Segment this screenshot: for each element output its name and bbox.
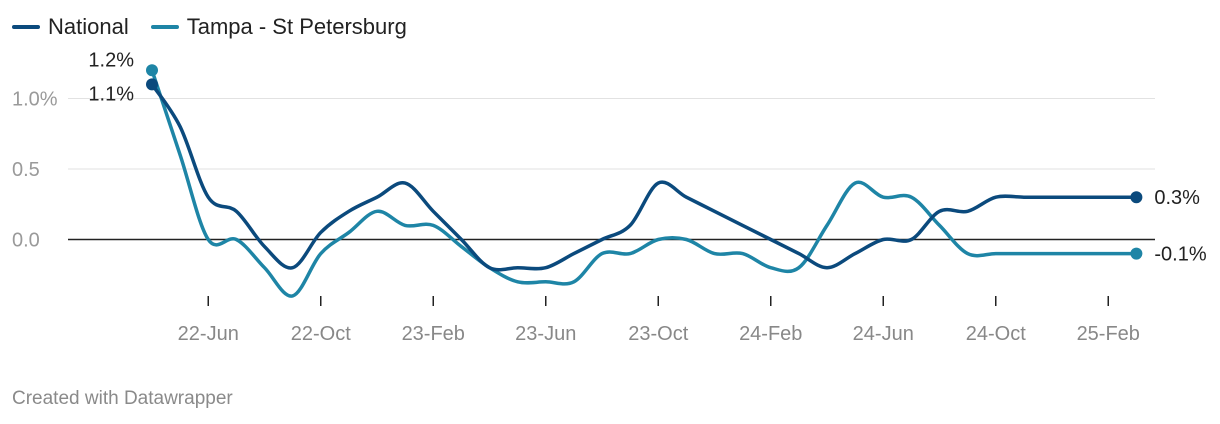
x-tick-label: 22-Oct [291,323,351,345]
legend-item-tampa[interactable]: Tampa - St Petersburg [150,14,407,40]
legend-label-tampa: Tampa - St Petersburg [186,14,407,39]
start-point-tampa [146,64,158,77]
y-tick-label: 1.0% [12,89,58,111]
x-tick-label: 23-Jun [515,323,576,345]
x-tick-label: 23-Feb [402,323,465,345]
legend-label-national: National [48,14,129,39]
x-tick-label: 24-Oct [966,323,1026,345]
x-tick-label: 24-Feb [739,323,802,345]
y-tick-label: 0.0 [12,230,40,252]
series-line-tampa [150,68,1139,298]
series-line-national [150,82,1139,272]
y-tick-label: 0.5 [12,159,40,181]
end-label-national: 0.3% [1154,187,1200,209]
footer-credit: Created with Datawrapper [12,388,233,409]
legend-item-national[interactable]: National [12,14,129,40]
legend-swatch-tampa [150,25,179,29]
end-label-tampa: -0.1% [1154,244,1206,266]
x-tick-label: 24-Jun [853,323,914,345]
legend: National Tampa - St Petersburg [12,14,407,40]
legend-swatch-national [12,25,40,29]
x-tick-label: 25-Feb [1077,323,1140,345]
end-point-national [1130,191,1143,204]
x-tick-label: 22-Jun [178,323,239,345]
start-label-national: 1.1% [88,83,134,105]
start-label-tampa: 1.2% [88,49,134,71]
start-point-national [146,78,158,91]
end-point-tampa [1130,247,1143,260]
x-tick-label: 23-Oct [628,323,688,345]
